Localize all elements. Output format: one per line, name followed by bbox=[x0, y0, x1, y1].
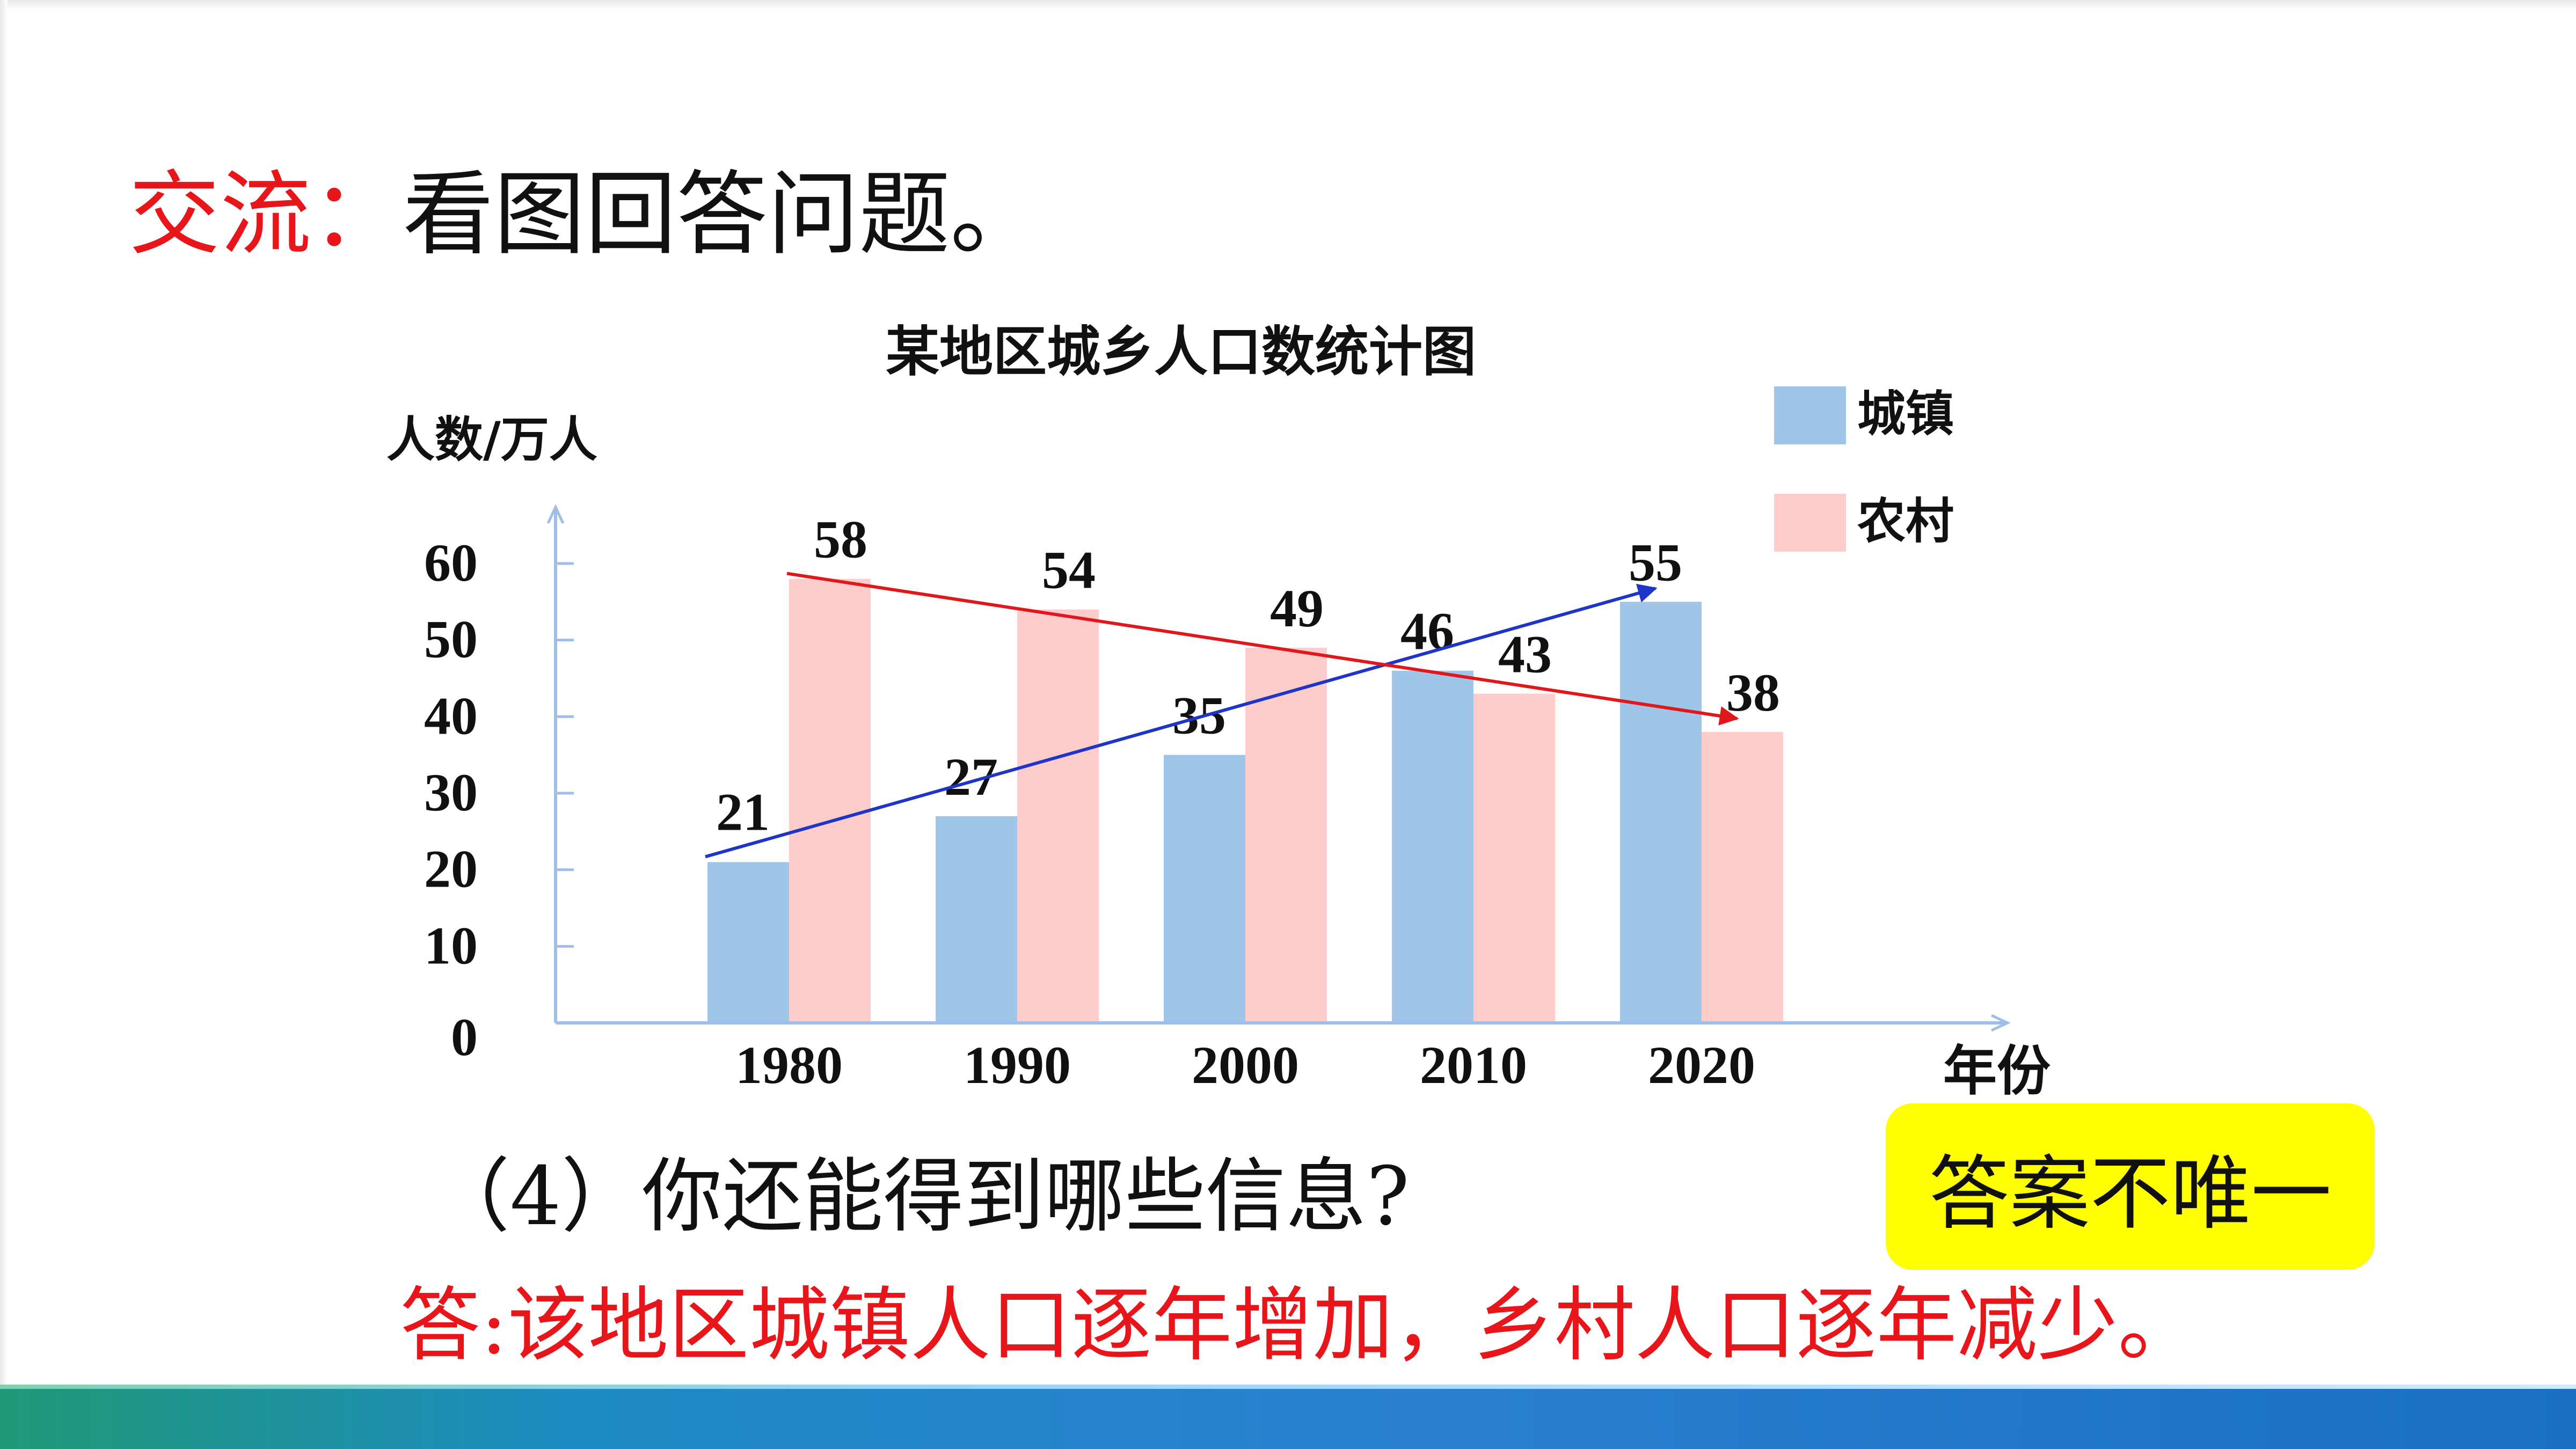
question-text: （4）你还能得到哪些信息? bbox=[429, 1150, 1410, 1243]
bar-urban-1980 bbox=[707, 862, 789, 1023]
value-label-rural-1980: 58 bbox=[814, 510, 867, 569]
chart-title: 某地区城乡人口数统计图 bbox=[886, 320, 1476, 383]
heading-lead: 交流： bbox=[129, 162, 403, 268]
x-axis-arrow bbox=[1990, 1014, 2011, 1032]
x-tick-label-1990: 1990 bbox=[964, 1035, 1071, 1095]
legend-swatch-rural bbox=[1774, 494, 1846, 552]
bar-rural-1990 bbox=[1017, 609, 1099, 1023]
y-tick-label-50: 50 bbox=[424, 610, 478, 669]
trend-line-urban bbox=[705, 583, 1658, 859]
x-axis-label: 年份 bbox=[1943, 1040, 2050, 1102]
y-axis-arrow bbox=[546, 504, 565, 524]
slide-edge-top bbox=[0, 0, 2576, 10]
bar-rural-2020 bbox=[1702, 731, 1783, 1023]
bar-rural-2000 bbox=[1245, 647, 1327, 1023]
value-label-urban-2010: 46 bbox=[1400, 602, 1454, 661]
y-tick-label-0: 0 bbox=[451, 1007, 478, 1067]
bar-urban-2020 bbox=[1620, 602, 1702, 1023]
bar-rural-1980 bbox=[789, 579, 871, 1023]
bar-urban-1990 bbox=[936, 816, 1017, 1023]
value-label-rural-2000: 49 bbox=[1270, 579, 1324, 638]
value-label-rural-2010: 43 bbox=[1498, 625, 1552, 684]
value-label-urban-1980: 21 bbox=[716, 782, 770, 841]
value-label-urban-2000: 35 bbox=[1172, 686, 1226, 745]
y-tick-label-10: 10 bbox=[424, 916, 478, 975]
legend-swatch-urban bbox=[1774, 386, 1846, 444]
value-label-urban-2020: 55 bbox=[1629, 532, 1682, 592]
legend-label-urban: 城镇 bbox=[1857, 386, 1954, 442]
trend-line-rural bbox=[786, 572, 1739, 726]
value-label-rural-1990: 54 bbox=[1042, 540, 1096, 600]
bar-rural-2010 bbox=[1473, 693, 1555, 1023]
x-tick-label-2010: 2010 bbox=[1420, 1035, 1527, 1095]
x-tick-label-2000: 2000 bbox=[1192, 1035, 1299, 1095]
y-tick-label-20: 20 bbox=[424, 839, 478, 899]
y-axis-label: 人数/万人 bbox=[386, 412, 597, 468]
footer-band bbox=[0, 1389, 2576, 1449]
legend-label-rural: 农村 bbox=[1857, 493, 1954, 550]
y-tick-label-60: 60 bbox=[424, 533, 478, 592]
bar-urban-2000 bbox=[1164, 755, 1245, 1023]
value-label-rural-2020: 38 bbox=[1726, 663, 1780, 722]
answer-not-unique-badge: 答案不唯一 bbox=[1886, 1103, 2375, 1270]
bar-urban-2010 bbox=[1392, 670, 1473, 1023]
x-tick-label-2020: 2020 bbox=[1648, 1035, 1755, 1095]
y-tick-label-40: 40 bbox=[424, 686, 478, 745]
heading-text: 看图回答问题。 bbox=[403, 162, 1042, 268]
x-tick-label-1980: 1980 bbox=[735, 1035, 843, 1095]
slide-edge-left bbox=[0, 0, 8, 1449]
answer-text: 答:该地区城镇人口逐年增加，乡村人口逐年减少。 bbox=[400, 1279, 2199, 1372]
slide-heading: 交流：看图回答问题。 bbox=[129, 161, 1041, 268]
y-tick-label-30: 30 bbox=[424, 763, 478, 822]
